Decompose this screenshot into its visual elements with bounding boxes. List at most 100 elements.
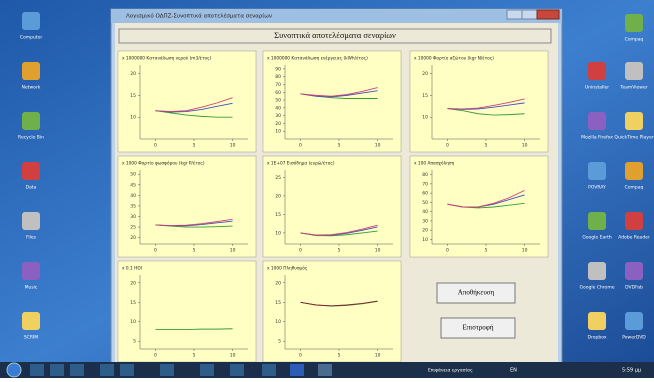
icon-label: PowerDVD (622, 335, 646, 341)
y-tick-label: 20 (275, 193, 281, 199)
icon-label: Network (22, 85, 41, 91)
desktop-icon[interactable] (625, 312, 643, 330)
desktop-icon[interactable] (22, 312, 40, 330)
y-tick-label: 10 (422, 115, 428, 121)
y-tick-label: 10 (275, 129, 281, 135)
desktop-icon[interactable] (625, 62, 643, 80)
desktop-icon[interactable] (625, 14, 643, 32)
icon-label: SCRIM (24, 335, 38, 341)
x-tick-label: 0 (299, 143, 302, 149)
icon-label: Files (26, 235, 37, 241)
icon-label: Data (26, 185, 37, 191)
x-tick-label: 10 (375, 353, 381, 359)
y-tick-label: 90 (275, 66, 281, 72)
icon-label: Compaq (625, 37, 644, 43)
taskbar-app[interactable] (100, 364, 114, 376)
icon-label: Google Earth (582, 235, 612, 241)
desktop-icon[interactable] (22, 262, 40, 280)
y-tick-label: 40 (422, 209, 428, 215)
chart-panel (410, 51, 548, 152)
icon-label: Computer (20, 35, 43, 41)
x-tick-label: 10 (522, 143, 528, 149)
y-tick-label: 5 (133, 339, 136, 345)
desktop-icon[interactable] (625, 112, 643, 130)
chart-panel (263, 156, 401, 257)
desktop-icon[interactable] (22, 162, 40, 180)
x-tick-label: 10 (230, 353, 236, 359)
y-tick-label: 40 (130, 193, 136, 199)
y-tick-label: 60 (275, 90, 281, 96)
taskbar-app[interactable] (30, 364, 44, 376)
screen: ComputerNetworkRecycle BinDataFilesMusic… (0, 0, 654, 378)
taskbar-app[interactable] (120, 364, 134, 376)
desktop-icon[interactable] (625, 162, 643, 180)
taskbar-app[interactable] (262, 364, 276, 376)
x-tick-label: 0 (154, 353, 157, 359)
window-title: Λογισμικό ΟΔΠΖ-Συνοπτικά αποτελέσματα σε… (126, 13, 272, 20)
start-button[interactable] (7, 363, 21, 377)
icon-label: Adobe Reader (618, 235, 650, 241)
return-button-label[interactable]: Επιστροφή (463, 324, 494, 332)
y-tick-label: 15 (275, 300, 281, 306)
desktop-icon[interactable] (588, 162, 606, 180)
minimize-button[interactable] (507, 10, 522, 19)
taskbar-app[interactable] (200, 364, 214, 376)
y-tick-label: 20 (130, 235, 136, 241)
desktop-icon[interactable] (625, 262, 643, 280)
chart-title: x 1000000 Κατανάλωση νερού (m3/έτος) (122, 55, 212, 62)
chart-panel (263, 261, 401, 362)
x-tick-label: 10 (230, 248, 236, 254)
desktop-icon[interactable] (625, 212, 643, 230)
y-tick-label: 10 (275, 230, 281, 236)
x-tick-label: 5 (485, 143, 488, 149)
y-tick-label: 10 (130, 115, 136, 121)
taskbar-app[interactable] (230, 364, 244, 376)
taskbar-app[interactable] (290, 364, 304, 376)
desktop-icon[interactable] (588, 62, 606, 80)
chart-title: x 10000 Φορτίο αζώτου (kgr N/έτος) (414, 55, 494, 62)
y-tick-label: 20 (130, 71, 136, 77)
y-tick-label: 20 (422, 228, 428, 234)
x-tick-label: 5 (338, 143, 341, 149)
page: ComputerNetworkRecycle BinDataFilesMusic… (0, 0, 654, 378)
icon-label: TeamViewer (619, 85, 647, 91)
chart-title: x 0.1 HDI (122, 266, 142, 272)
desktop-icon[interactable] (22, 212, 40, 230)
y-tick-label: 15 (130, 300, 136, 306)
taskbar-app[interactable] (50, 364, 64, 376)
y-tick-label: 10 (130, 319, 136, 325)
desktop-icon[interactable] (22, 12, 40, 30)
close-button[interactable] (537, 10, 559, 19)
icon-label: Music (25, 285, 38, 291)
desktop-icon[interactable] (588, 312, 606, 330)
clock[interactable]: 5:59 μμ (622, 368, 642, 374)
desktop-icon[interactable] (22, 112, 40, 130)
taskbar-app[interactable] (318, 364, 332, 376)
y-tick-label: 10 (422, 237, 428, 243)
x-tick-label: 0 (446, 143, 449, 149)
chart-panel (118, 51, 256, 152)
desktop-toolbar[interactable]: Επιφάνεια εργασίας (428, 367, 473, 374)
y-tick-label: 25 (275, 175, 281, 181)
icon-label: Dropbox (588, 335, 607, 341)
save-button-label[interactable]: Αποθήκευση (458, 289, 495, 297)
icon-label: QuickTime Player (614, 135, 653, 141)
y-tick-label: 30 (275, 113, 281, 119)
desktop-icon[interactable] (588, 212, 606, 230)
x-tick-label: 10 (375, 248, 381, 254)
chart-title: x 1E+07 Εισόδημα (ευρώ/έτος) (267, 160, 335, 167)
chart-panel (118, 261, 256, 362)
desktop-icon[interactable] (588, 112, 606, 130)
language[interactable]: EN (510, 368, 517, 374)
icon-label: DVDFab (625, 285, 643, 291)
desktop-icon[interactable] (588, 262, 606, 280)
icon-label: Uninstaller (585, 85, 609, 91)
taskbar-app[interactable] (70, 364, 84, 376)
maximize-button[interactable] (522, 10, 537, 19)
taskbar-app[interactable] (160, 364, 174, 376)
desktop-icon[interactable] (22, 62, 40, 80)
x-tick-label: 0 (446, 248, 449, 254)
x-tick-label: 5 (338, 353, 341, 359)
icon-label: Mozilla Firefox (581, 135, 613, 141)
y-tick-label: 80 (275, 74, 281, 80)
